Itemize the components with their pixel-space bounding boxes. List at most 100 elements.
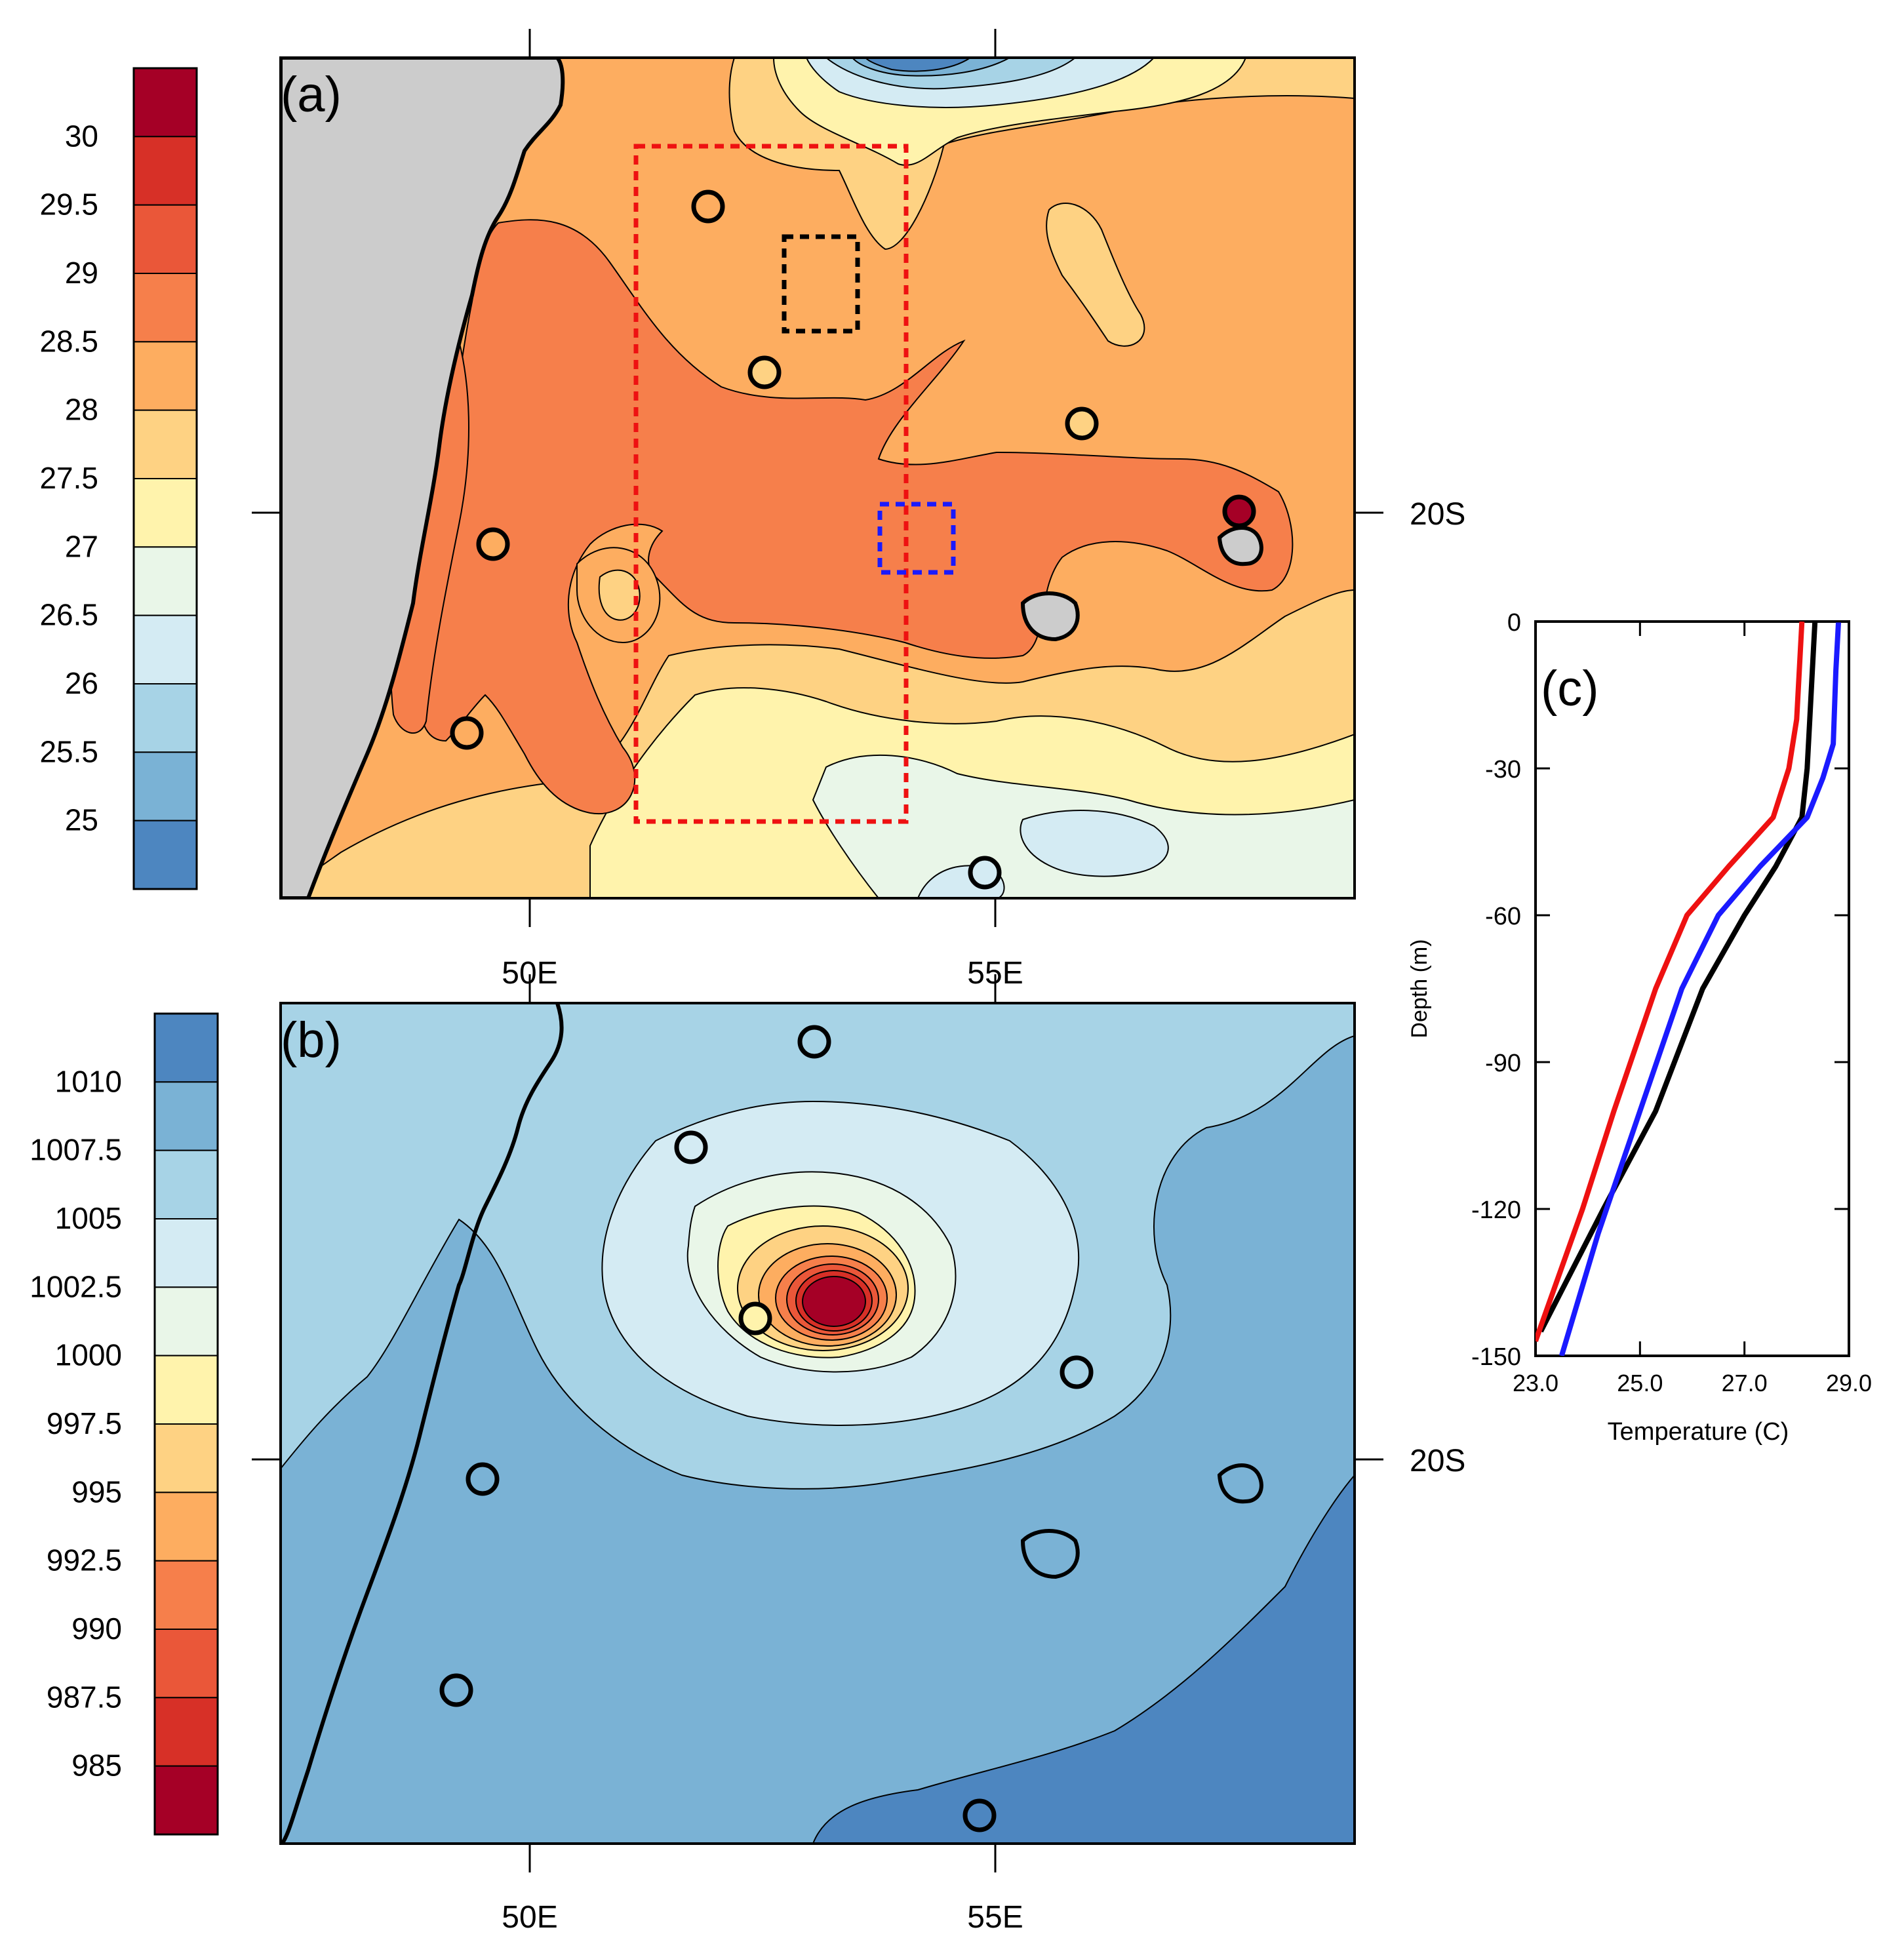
panel-a-frame [279, 56, 1356, 900]
profile-line-red [1536, 622, 1805, 1342]
station-marker [1060, 1355, 1094, 1389]
panel-b-lat-tick-20S: 20S [1410, 1444, 1465, 1478]
colorbar-label: 1005 [55, 1201, 122, 1235]
colorbar-label: 28.5 [39, 324, 98, 358]
station-marker [476, 527, 510, 561]
panel-c-frame [1534, 620, 1850, 1357]
y-tick-label: -120 [1471, 1197, 1521, 1224]
sst-region-24-north [864, 58, 972, 72]
station-marker [747, 355, 782, 389]
colorbar-swatch [133, 478, 197, 548]
station-marker [797, 1025, 831, 1059]
colorbar-label: 29.5 [39, 188, 98, 222]
x-tick-label: 23.0 [1513, 1370, 1558, 1396]
colorbar-swatch [154, 1149, 218, 1219]
colorbar-b: 1010 1007.5 1005 1002.5 1000 997.5 995 992.5 990… [30, 1012, 219, 1836]
colorbar-swatch [133, 341, 197, 411]
x-tick-label: 25.0 [1617, 1370, 1663, 1396]
y-tick-label: 0 [1507, 609, 1521, 637]
colorbar-label: 30 [65, 119, 98, 153]
panel-b-lon-tick-55E: 55E [967, 1900, 1023, 1935]
colorbar-swatch [154, 1013, 218, 1083]
colorbar-label: 992.5 [47, 1543, 122, 1577]
colorbar-label: 25.5 [39, 734, 98, 768]
colorbar-label: 28 [65, 393, 98, 427]
station-marker [1222, 494, 1256, 528]
colorbar-swatch [154, 1629, 218, 1699]
box-region-large [633, 144, 909, 824]
panel-b-map: (b) 50E 55E 20S [252, 974, 1465, 1935]
station-marker [466, 1462, 500, 1496]
colorbar-swatch [154, 1697, 218, 1767]
island-reunion [1020, 591, 1080, 642]
colorbar-swatch [133, 68, 197, 138]
island-east-b [1217, 1463, 1263, 1504]
colorbar-label: 990 [71, 1612, 122, 1646]
land-madagascar [281, 58, 565, 898]
panel-a-lat-tick-20S: 20S [1410, 497, 1465, 532]
station-marker [450, 716, 484, 750]
y-tick-label: -30 [1485, 756, 1521, 783]
colorbar-swatch [133, 683, 197, 753]
colorbar-frame [132, 67, 198, 890]
colorbar-swatch [154, 1286, 218, 1356]
panel-b-label: (b) [281, 1012, 342, 1068]
colorbar-swatch [154, 1492, 218, 1562]
panel-b-frame [279, 1002, 1356, 1845]
island-reunion-b [1020, 1529, 1080, 1579]
station-marker [1065, 406, 1099, 441]
colorbar-label: 27 [65, 529, 98, 563]
colorbar-label: 1010 [55, 1064, 122, 1098]
colorbar-label: 25 [65, 803, 98, 837]
panel-a-ticks [252, 29, 1383, 927]
station-marker [738, 1301, 772, 1336]
sst-patch-ne [1046, 203, 1145, 347]
colorbar-frame [153, 1012, 219, 1836]
colorbar-swatch [133, 614, 197, 685]
panel-b-ticks [252, 974, 1383, 1872]
colorbar-label: 27.5 [39, 461, 98, 495]
slp-region-1010 [812, 1474, 1355, 1844]
panel-c-label: (c) [1541, 661, 1599, 717]
colorbar-swatch [133, 204, 197, 274]
y-tick-label: -60 [1485, 903, 1521, 930]
colorbar-label: 995 [71, 1474, 122, 1509]
station-marker [691, 189, 725, 224]
panel-c-ylabel: Depth (m) [1407, 939, 1432, 1038]
station-marker [968, 856, 1002, 890]
colorbar-label: 26.5 [39, 598, 98, 632]
x-tick-label: 27.0 [1722, 1370, 1768, 1396]
colorbar-label: 997.5 [47, 1406, 122, 1440]
colorbar-swatch [133, 546, 197, 616]
colorbar-label: 29 [65, 256, 98, 290]
panel-c-ticks: 23.0 25.0 27.0 29.0 0 -30 -60 -90 -120 -150 [1471, 609, 1872, 1396]
colorbar-swatch [154, 1218, 218, 1288]
profile-line-blue [1558, 622, 1842, 1356]
colorbar-label: 1000 [55, 1338, 122, 1372]
panel-c-profile: 23.0 25.0 27.0 29.0 0 -30 -60 -90 -120 -150 (c) T… [1407, 609, 1872, 1446]
slp-region-min [802, 1276, 866, 1327]
station-marker [962, 1798, 997, 1832]
colorbar-swatch [154, 1560, 218, 1631]
colorbar-swatch [133, 136, 197, 206]
colorbar-label: 985 [71, 1749, 122, 1783]
panel-b-field [281, 1003, 1355, 1844]
sst-eddy-center-inner [598, 569, 641, 621]
colorbar-swatch [154, 1355, 218, 1425]
x-tick-label: 29.0 [1826, 1370, 1872, 1396]
y-tick-label: -90 [1485, 1050, 1521, 1077]
colorbar-label: 1007.5 [30, 1133, 122, 1167]
box-region-small-black [782, 234, 860, 334]
colorbar-label: 26 [65, 666, 98, 700]
panel-b-lon-tick-50E: 50E [502, 1900, 557, 1935]
profile-line-black [1538, 622, 1818, 1333]
colorbar-swatch [133, 751, 197, 821]
box-region-small-blue [877, 502, 956, 575]
colorbar-swatch [133, 273, 197, 343]
panel-a-field [281, 58, 1355, 898]
station-marker [674, 1130, 708, 1164]
panel-c-xlabel: Temperature (C) [1608, 1418, 1789, 1446]
coastline-madagascar [281, 1003, 564, 1844]
colorbar-swatch [133, 820, 197, 890]
